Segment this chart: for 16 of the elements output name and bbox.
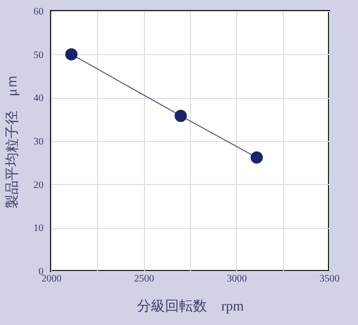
point xyxy=(174,110,187,122)
x-tick-label: 3500 xyxy=(320,274,340,284)
x-axis-title: 分級回転数 rpm xyxy=(137,298,244,314)
y-tick-label: 0 xyxy=(38,266,44,278)
y-tick-label: 30 xyxy=(34,136,44,148)
y-tick-label: 50 xyxy=(34,50,44,61)
y-tick-label: 60 xyxy=(34,6,44,18)
y-tick-label: 10 xyxy=(34,223,44,234)
y-tick-label: 40 xyxy=(34,93,44,104)
y-tick-label: 20 xyxy=(34,180,44,191)
point xyxy=(250,151,263,164)
x-tick-label: 2000 xyxy=(42,274,62,284)
point xyxy=(65,48,78,60)
x-tick-label: 2500 xyxy=(134,274,154,284)
y-axis-title: 製品平均粒子径 μｍ xyxy=(4,74,20,208)
x-tick-label: 3000 xyxy=(226,274,247,284)
